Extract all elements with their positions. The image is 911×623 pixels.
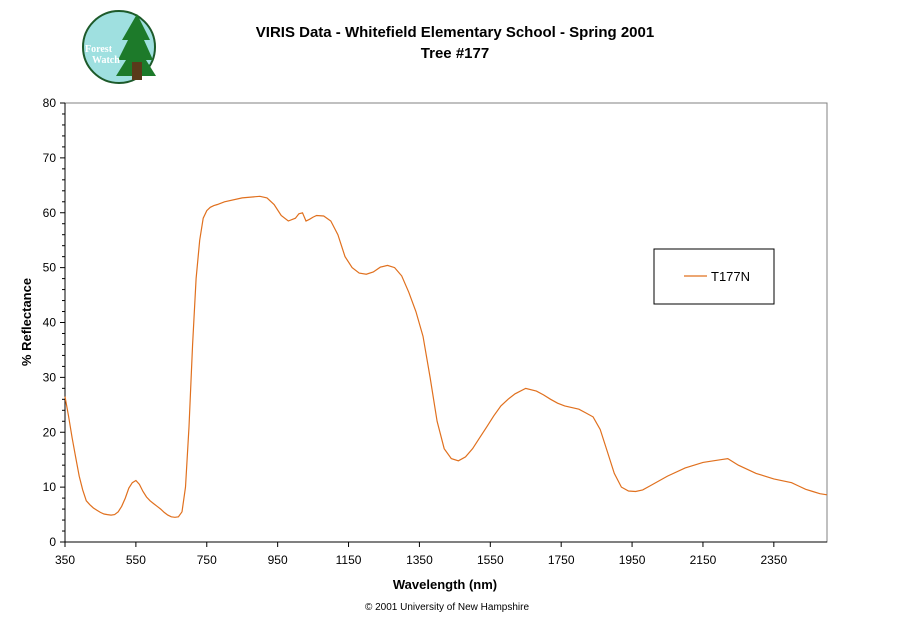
y-tick-label: 40 — [43, 316, 57, 330]
series-line-t177n — [64, 195, 828, 518]
x-tick-label: 2150 — [690, 553, 717, 567]
logo-trunk — [132, 62, 142, 80]
y-axis-ticks: 0 10 20 30 40 50 60 70 80 — [43, 96, 65, 549]
logo-line1: Forest — [85, 44, 113, 55]
y-tick-label: 50 — [43, 261, 57, 275]
x-tick-label: 950 — [268, 553, 288, 567]
x-tick-label: 1150 — [336, 553, 362, 567]
legend-label-t177n: T177N — [711, 269, 750, 284]
legend-box — [653, 248, 775, 305]
y-tick-label: 20 — [43, 425, 57, 439]
x-tick-label: 1350 — [406, 553, 433, 567]
legend: T177N — [653, 248, 775, 305]
x-tick-label: 550 — [126, 553, 146, 567]
logo-tree — [116, 14, 156, 76]
y-tick-label: 70 — [43, 151, 57, 165]
logo-line2: Watch — [92, 55, 120, 66]
y-axis-label: % Reflectance — [19, 278, 34, 366]
y-tick-label: 60 — [43, 206, 57, 220]
copyright-text: © 2001 University of New Hampshire — [365, 602, 530, 613]
plot-area-border — [64, 102, 828, 543]
y-tick-label: 80 — [43, 96, 57, 110]
y-tick-label: 10 — [43, 480, 57, 494]
y-tick-label: 0 — [49, 535, 56, 549]
x-tick-label: 1550 — [477, 553, 504, 567]
x-tick-label: 1750 — [548, 553, 575, 567]
forest-watch-logo: Forest Watch — [82, 10, 156, 84]
x-tick-label: 750 — [197, 553, 217, 567]
chart-title: VIRIS Data - Whitefield Elementary Schoo… — [256, 24, 654, 41]
x-axis-ticks: 350 550 750 950 1150 1350 1550 1750 1950 2150 2350 — [55, 542, 788, 567]
x-tick-label: 2350 — [760, 553, 787, 567]
chart-subtitle: Tree #177 — [421, 45, 489, 62]
x-axis-label: Wavelength (nm) — [393, 577, 497, 592]
x-tick-label: 350 — [55, 553, 75, 567]
y-tick-label: 30 — [43, 370, 57, 384]
x-tick-label: 1950 — [619, 553, 646, 567]
